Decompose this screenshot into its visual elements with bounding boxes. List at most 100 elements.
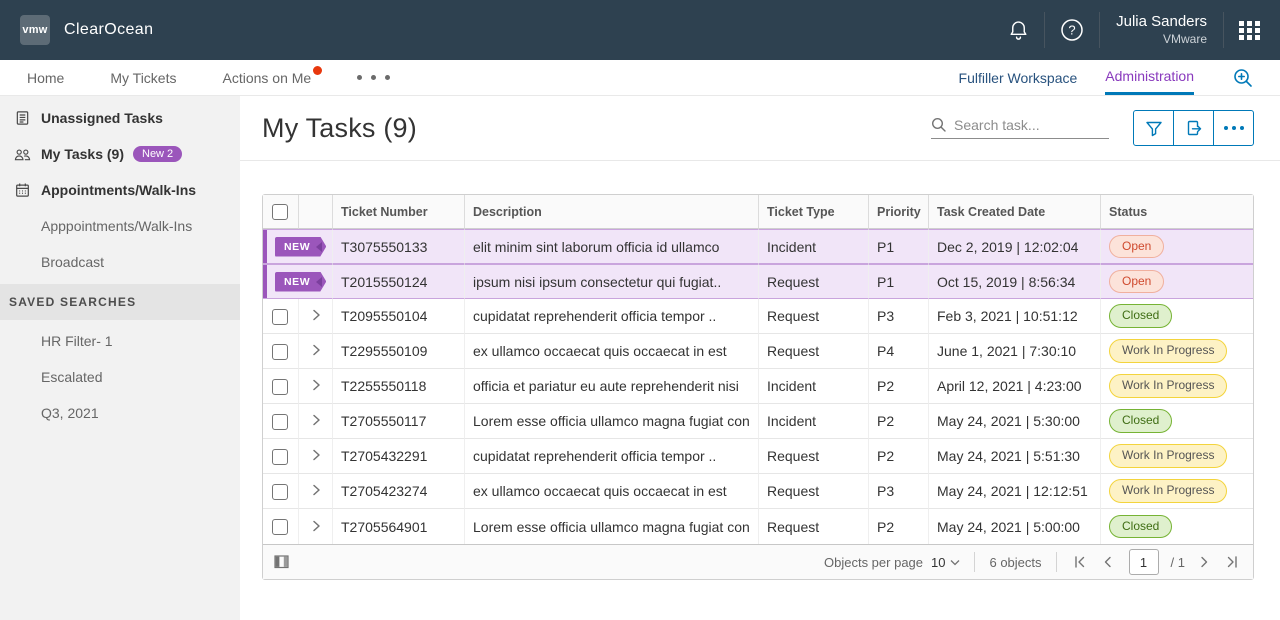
nav-overflow-button[interactable] [357,60,391,95]
ticket-type-cell: Request [759,299,869,334]
priority-cell: P1 [869,229,929,264]
expand-chevron-icon[interactable] [310,379,322,391]
expand-chevron-icon[interactable] [310,520,322,532]
sidebar-item-unassigned-tasks[interactable]: Unassigned Tasks [0,100,240,136]
nav-item-fulfiller-workspace[interactable]: Fulfiller Workspace [959,60,1078,95]
previous-page-button[interactable] [1099,553,1117,571]
table-row[interactable]: NEW T3075550133 elit minim sint laborum of… [263,229,1253,264]
priority-cell: P3 [869,474,929,509]
expand-chevron-icon[interactable] [310,484,322,496]
search-task-input[interactable] [954,117,1104,133]
task-search [931,117,1109,139]
sidebar-item-broadcast[interactable]: Broadcast [0,244,240,280]
nav-item-administration[interactable]: Administration [1105,60,1194,95]
nav-item-label: My Tickets [110,69,177,86]
overflow-dot [371,75,377,80]
saved-search-hr-filter[interactable]: HR Filter- 1 [0,323,240,359]
next-page-button[interactable] [1195,553,1213,571]
objects-count: 6 objects [989,554,1042,570]
table-body: NEW T3075550133 elit minim sint laborum of… [263,229,1253,544]
ticket-number-cell: T2015550124 [333,264,465,299]
row-checkbox[interactable] [272,483,288,500]
table-row[interactable]: T2705550117 Lorem esse officia ullamco ma… [263,404,1253,439]
description-cell: cupidatat reprehenderit officia tempor .… [465,439,759,474]
table-row[interactable]: T2255550118 officia et pariatur eu aute r… [263,369,1253,404]
created-date-cell: May 24, 2021 | 5:51:30 [929,439,1101,474]
ticket-number-cell: T2255550118 [333,369,465,404]
objects-per-page-value: 10 [931,554,946,570]
expand-chevron-icon[interactable] [310,309,322,321]
calendar-icon [14,182,31,198]
sidebar-item-label: My Tasks (9) [41,146,124,162]
row-checkbox[interactable] [272,378,288,395]
saved-search-q3-2021[interactable]: Q3, 2021 [0,395,240,431]
column-header-ticket-number[interactable]: Ticket Number [333,195,465,229]
status-badge: Work In Progress [1109,444,1228,468]
last-page-button[interactable] [1223,553,1241,571]
tasks-table: Ticket Number Description Ticket Type Pr… [262,194,1254,580]
chevron-left-icon [1104,556,1111,568]
export-button[interactable] [1173,110,1214,146]
column-header-ticket-type[interactable]: Ticket Type [759,195,869,229]
nav-item-my-tickets[interactable]: My Tickets [110,60,176,95]
sidebar: Unassigned Tasks My Tasks (9) New 2 [0,96,240,620]
table-row[interactable]: NEW T2015550124 ipsum nisi ipsum consectet… [263,264,1253,299]
expand-chevron-icon[interactable] [310,449,322,461]
sidebar-item-appointments[interactable]: Appointments/Walk-Ins [0,172,240,208]
filter-button[interactable] [1133,110,1174,146]
row-checkbox[interactable] [272,519,288,536]
header-divider [1044,12,1046,48]
table-row[interactable]: T2705432291 cupidatat reprehenderit offic… [263,439,1253,474]
table-header-row: Ticket Number Description Ticket Type Pr… [263,195,1253,229]
select-all-checkbox[interactable] [272,203,288,220]
row-checkbox[interactable] [272,308,288,325]
nav-item-actions-on-me[interactable]: Actions on Me [222,60,323,95]
column-header-description[interactable]: Description [465,195,759,229]
nav-item-label: Fulfiller Workspace [958,69,1078,86]
app-launcher-button[interactable] [1238,18,1262,42]
sidebar-item-label: Appointments/Walk-Ins [41,182,197,198]
expand-chevron-icon[interactable] [310,344,322,356]
priority-cell: P2 [869,509,929,544]
secondary-nav: Home My Tickets Actions on Me Fulfiller … [0,60,1280,96]
expand-chevron-icon[interactable] [310,414,322,426]
priority-cell: P2 [869,369,929,404]
objects-per-page-select[interactable]: 10 [931,555,960,570]
saved-search-escalated[interactable]: Escalated [0,359,240,395]
ticket-type-cell: Request [759,264,869,299]
table-row[interactable]: T2095550104 cupidatat reprehenderit offic… [263,299,1253,334]
ticket-type-cell: Request [759,439,869,474]
nav-item-label: Actions on Me [222,69,312,86]
chevron-right-icon [1200,556,1207,568]
description-cell: cupidatat reprehenderit officia tempor .… [465,299,759,334]
vmware-logo[interactable]: vmw [20,15,50,45]
column-header-priority[interactable]: Priority [869,195,929,229]
table-row[interactable]: T2705423274 ex ullamco occaecat quis occa… [263,474,1253,509]
global-search-button[interactable] [1232,60,1254,95]
user-menu[interactable]: Julia Sanders VMware [1114,13,1209,47]
expand-column-header [299,195,333,229]
page-number-input[interactable] [1128,549,1159,575]
sidebar-item-label: Broadcast [41,254,105,270]
row-checkbox[interactable] [272,343,288,360]
row-checkbox[interactable] [272,413,288,430]
nav-item-home[interactable]: Home [27,60,64,95]
priority-cell: P4 [869,334,929,369]
first-page-button[interactable] [1071,553,1089,571]
column-header-created-date[interactable]: Task Created Date [929,195,1101,229]
export-icon [1187,120,1202,136]
column-settings-button[interactable] [274,555,290,569]
saved-search-label: Escalated [41,369,103,385]
ticket-number-cell: T2705550117 [333,404,465,439]
notifications-button[interactable] [1007,18,1030,43]
table-row[interactable]: T2705564901 Lorem esse officia ullamco ma… [263,509,1253,544]
help-button[interactable]: ? [1059,17,1085,43]
table-row[interactable]: T2295550109 ex ullamco occaecat quis occa… [263,334,1253,369]
sidebar-item-my-tasks[interactable]: My Tasks (9) New 2 [0,136,240,172]
column-header-status[interactable]: Status [1101,195,1253,229]
sidebar-item-appointments-sub[interactable]: Apppointments/Walk-Ins [0,208,240,244]
new-badge: NEW [275,272,326,292]
status-badge: Open [1109,234,1165,259]
more-actions-button[interactable] [1213,110,1254,146]
row-checkbox[interactable] [272,448,288,465]
